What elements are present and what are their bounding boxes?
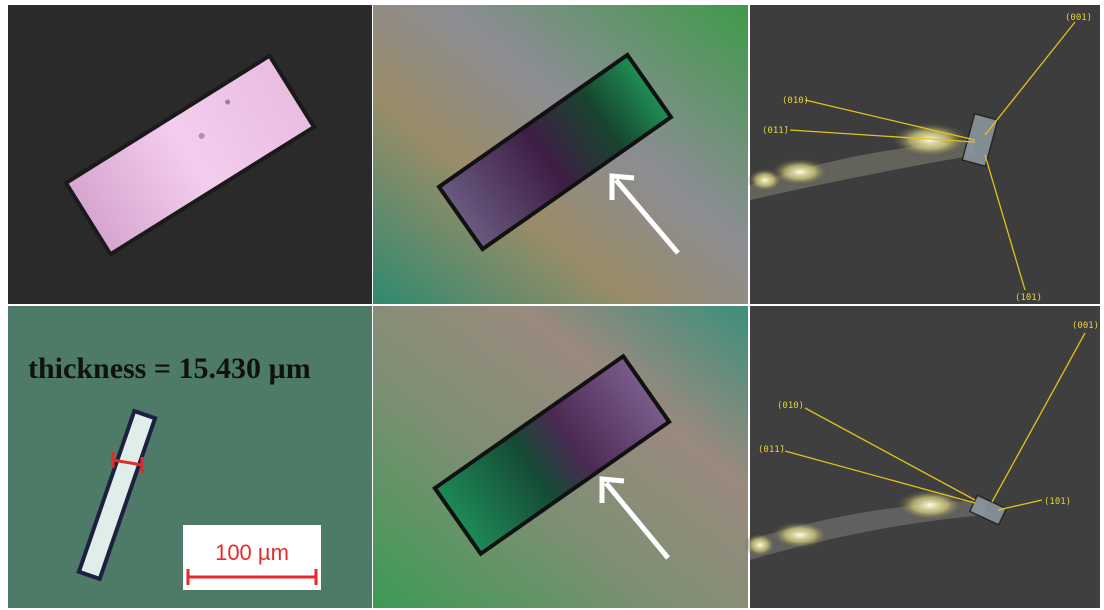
figure: (001) (010) (011̄) (1̄01) thickness = 15…: [0, 0, 1104, 610]
thickness-label: thickness = 15.430 µm: [28, 352, 311, 385]
face-label: (011̄): [758, 445, 785, 455]
scale-label: 100 µm: [215, 540, 289, 565]
face-label: (001): [1065, 13, 1092, 23]
face-label: (010): [782, 96, 809, 106]
face-label: (011̄): [762, 126, 789, 136]
face-label: (1̄01): [1015, 293, 1042, 303]
page: Crystal micrographs {"bottom_left": {"th…: [0, 0, 1104, 610]
face-label: (1̄01): [1044, 497, 1071, 507]
body: (001) (010) (011̄) (1̄01) thickness = 15…: [0, 0, 1104, 610]
panel-bottom-right: [750, 306, 1100, 608]
face-label: (001): [1072, 321, 1099, 331]
face-label: (010): [777, 401, 804, 411]
